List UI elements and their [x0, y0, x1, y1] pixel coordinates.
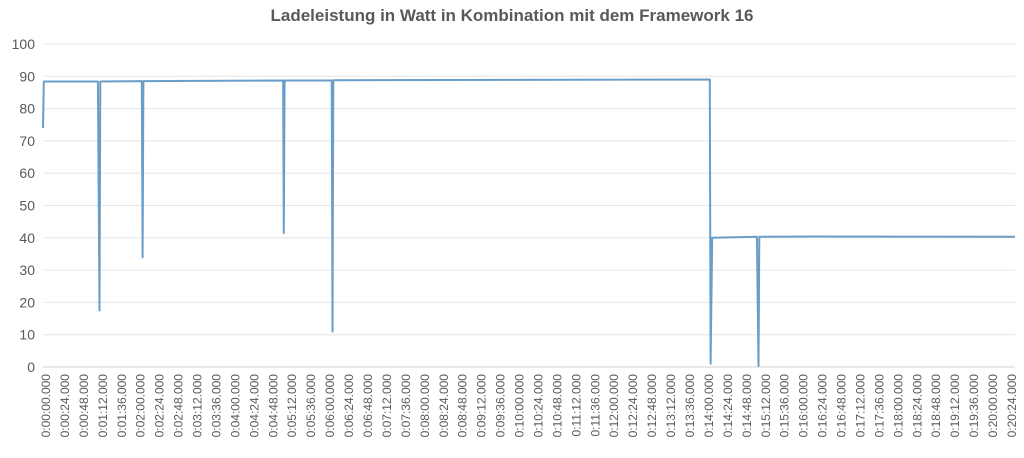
- series-line: [42, 78, 1016, 367]
- x-tick-label: 0:05:36.000: [304, 374, 318, 438]
- x-tick-label: 0:09:36.000: [494, 374, 508, 438]
- x-tick-label: 0:00:24.000: [58, 374, 72, 438]
- x-tick-label: 0:06:48.000: [361, 374, 375, 438]
- x-tick-label: 0:04:24.000: [247, 374, 261, 438]
- x-tick-label: 0:20:24.000: [1005, 374, 1019, 438]
- x-tick-label: 0:02:00.000: [134, 374, 148, 438]
- x-tick-label: 0:13:36.000: [683, 374, 697, 438]
- y-tick-label: 10: [19, 327, 35, 343]
- x-tick-label: 0:10:48.000: [550, 374, 564, 438]
- y-tick-label: 70: [19, 133, 35, 149]
- x-tick-label: 0:11:36.000: [588, 374, 602, 437]
- x-tick-label: 0:10:24.000: [531, 374, 545, 438]
- x-tick-label: 0:12:24.000: [626, 374, 640, 438]
- x-tick-label: 0:16:24.000: [816, 374, 830, 438]
- x-tick-label: 0:00:48.000: [77, 374, 91, 438]
- x-tick-label: 0:09:12.000: [475, 374, 489, 438]
- x-tick-label: 0:12:48.000: [645, 374, 659, 438]
- x-tick-label: 0:01:12.000: [96, 374, 110, 438]
- x-tick-label: 0:16:48.000: [835, 374, 849, 438]
- x-tick-label: 0:17:36.000: [872, 374, 886, 438]
- x-tick-label: 0:05:12.000: [285, 374, 299, 438]
- x-tick-label: 0:07:36.000: [399, 374, 413, 438]
- x-tick-label: 0:08:00.000: [418, 374, 432, 438]
- x-tick-label: 0:15:36.000: [778, 374, 792, 438]
- x-tick-label: 0:11:12.000: [569, 374, 583, 437]
- x-tick-label: 0:04:00.000: [228, 374, 242, 438]
- x-tick-label: 0:07:12.000: [380, 374, 394, 438]
- x-tick-label: 0:17:12.000: [853, 374, 867, 438]
- x-tick-label: 0:18:00.000: [891, 374, 905, 438]
- x-tick-label: 0:13:12.000: [664, 374, 678, 438]
- y-tick-label: 0: [27, 359, 35, 375]
- x-tick-label: 0:19:12.000: [948, 374, 962, 438]
- x-tick-label: 0:10:00.000: [513, 374, 527, 438]
- x-tick-label: 0:20:00.000: [986, 374, 1000, 438]
- x-tick-label: 0:14:00.000: [702, 374, 716, 438]
- x-tick-label: 0:02:48.000: [172, 374, 186, 438]
- x-tick-label: 0:14:48.000: [740, 374, 754, 438]
- x-tick-label: 0:01:36.000: [115, 374, 129, 438]
- y-tick-label: 60: [19, 165, 35, 181]
- x-tick-label: 0:03:12.000: [191, 374, 205, 438]
- x-tick-label: 0:04:48.000: [266, 374, 280, 438]
- y-tick-label: 30: [19, 262, 35, 278]
- x-tick-label: 0:18:48.000: [929, 374, 943, 438]
- y-tick-label: 50: [19, 198, 35, 214]
- x-tick-label: 0:02:24.000: [153, 374, 167, 438]
- x-tick-label: 0:03:36.000: [209, 374, 223, 438]
- x-tick-label: 0:14:24.000: [721, 374, 735, 438]
- x-tick-label: 0:15:12.000: [759, 374, 773, 438]
- x-tick-label: 0:19:36.000: [967, 374, 981, 438]
- y-tick-label: 100: [12, 36, 36, 52]
- x-tick-label: 0:16:00.000: [797, 374, 811, 438]
- x-tick-label: 0:12:00.000: [607, 374, 621, 438]
- x-tick-label: 0:06:24.000: [342, 374, 356, 438]
- chart-title: Ladeleistung in Watt in Kombination mit …: [270, 6, 754, 25]
- x-tick-label: 0:00:00.000: [39, 374, 53, 438]
- x-tick-label: 0:08:24.000: [437, 374, 451, 438]
- y-tick-label: 90: [19, 68, 35, 84]
- y-tick-label: 20: [19, 294, 35, 310]
- x-tick-label: 0:06:00.000: [323, 374, 337, 438]
- y-tick-label: 40: [19, 230, 35, 246]
- x-tick-label: 0:18:24.000: [910, 374, 924, 438]
- x-tick-label: 0:08:48.000: [456, 374, 470, 438]
- y-tick-label: 80: [19, 101, 35, 117]
